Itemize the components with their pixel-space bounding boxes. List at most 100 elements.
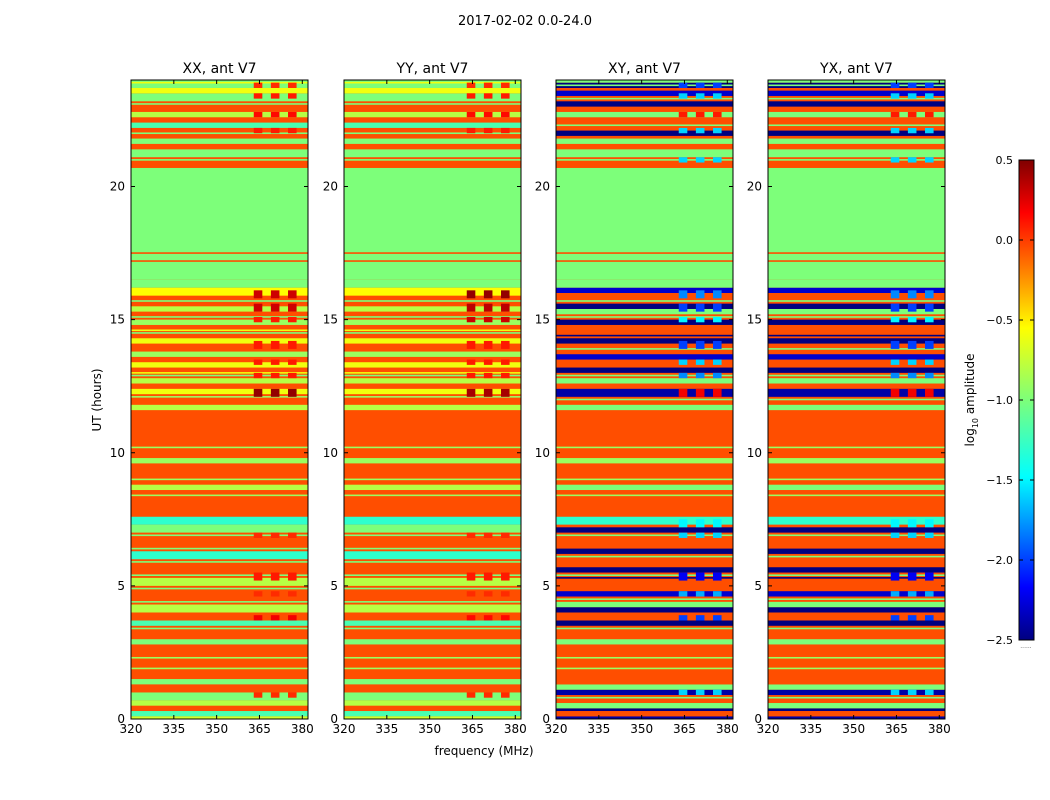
- heatmap-band: [344, 591, 521, 600]
- heatmap-line: [768, 499, 945, 502]
- heatmap-band: [768, 684, 945, 690]
- heatmap-band: [556, 367, 733, 373]
- heatmap-band: [344, 511, 521, 517]
- heatmap-band: [556, 287, 733, 293]
- rfi-cell: [713, 689, 722, 696]
- rfi-cell: [288, 615, 297, 621]
- rfi-cell: [270, 111, 280, 118]
- heatmap-band: [556, 615, 733, 621]
- heatmap-band: [131, 111, 308, 118]
- heatmap-line: [131, 672, 308, 675]
- rfi-cell: [253, 316, 263, 323]
- rfi-cell: [907, 290, 917, 299]
- heatmap-band: [131, 705, 308, 712]
- colorbar-tick-label: 0.0: [996, 234, 1014, 247]
- heatmap-line: [131, 132, 308, 135]
- rfi-cell: [501, 692, 510, 698]
- heatmap-line: [344, 627, 521, 630]
- panel-title: XY, ant V7: [608, 61, 681, 77]
- heatmap-band: [344, 138, 521, 144]
- heatmap-line: [344, 132, 521, 135]
- heatmap-band: [556, 167, 733, 280]
- rfi-cell: [483, 359, 493, 365]
- heatmap-line: [768, 435, 945, 438]
- rfi-cell: [890, 572, 900, 581]
- heatmap-line: [556, 478, 733, 481]
- rfi-cell: [925, 388, 934, 397]
- heatmap-line: [556, 627, 733, 630]
- heatmap-band: [344, 157, 521, 168]
- heatmap-band: [768, 101, 945, 107]
- rfi-cell: [890, 615, 900, 621]
- heatmap-line: [768, 300, 945, 302]
- heatmap-band: [768, 567, 945, 573]
- x-axis-label: frequency (MHz): [434, 744, 533, 758]
- heatmap-band: [556, 639, 733, 645]
- rfi-cell: [501, 82, 510, 88]
- rfi-cell: [253, 388, 263, 397]
- heatmap-line: [556, 119, 733, 121]
- rfi-cell: [466, 692, 476, 698]
- heatmap-band: [556, 319, 733, 325]
- heatmap-band: [131, 458, 308, 464]
- heatmap-band: [768, 689, 945, 696]
- rfi-cell: [483, 591, 493, 597]
- colorbar-tick-label: −1.5: [986, 474, 1013, 487]
- heatmap-band: [768, 143, 945, 150]
- heatmap-line: [131, 627, 308, 630]
- heatmap-band: [768, 458, 945, 464]
- y-tick-label: 5: [117, 579, 125, 593]
- heatmap-line: [131, 499, 308, 502]
- rfi-cell: [907, 303, 917, 312]
- rfi-cell: [890, 388, 900, 397]
- heatmap-line: [556, 672, 733, 675]
- rfi-cell: [695, 127, 705, 134]
- heatmap-band: [556, 711, 733, 717]
- rfi-cell: [288, 303, 297, 312]
- heatmap-line: [556, 577, 733, 579]
- heatmap-band: [768, 319, 945, 325]
- heatmap-band: [131, 644, 308, 650]
- rfi-cell: [678, 572, 688, 581]
- heatmap-line: [344, 470, 521, 473]
- heatmap-band: [131, 149, 308, 158]
- heatmap-line: [768, 656, 945, 659]
- heatmap-line: [768, 555, 945, 558]
- rfi-cell: [890, 111, 900, 118]
- rfi-cell: [270, 303, 280, 312]
- heatmap-line: [556, 555, 733, 558]
- rfi-cell: [695, 316, 705, 323]
- heatmap-line: [344, 103, 521, 105]
- y-tick-label: 15: [110, 313, 125, 327]
- heatmap-band: [556, 458, 733, 464]
- rfi-cell: [695, 303, 705, 312]
- heatmap-line: [344, 396, 521, 398]
- heatmap-line: [768, 398, 945, 401]
- heatmap-line: [344, 662, 521, 664]
- heatmap-band: [344, 537, 521, 546]
- heatmap-line: [768, 334, 945, 337]
- rfi-cell: [678, 519, 688, 528]
- rfi-cell: [501, 111, 510, 118]
- y-tick-label: 20: [323, 180, 338, 194]
- x-tick-label: 380: [928, 722, 951, 736]
- heatmap-band: [556, 149, 733, 158]
- rfi-cell: [695, 591, 705, 597]
- heatmap-line: [556, 446, 733, 449]
- rfi-cell: [288, 340, 297, 349]
- heatmap-band: [556, 516, 733, 525]
- rfi-cell: [890, 93, 900, 99]
- rfi-cell: [253, 127, 263, 134]
- rfi-cell: [695, 93, 705, 99]
- heatmap-band: [556, 580, 733, 586]
- heatmap-line: [131, 694, 308, 696]
- rfi-cell: [925, 532, 934, 538]
- rfi-cell: [695, 532, 705, 538]
- heatmap-line: [131, 435, 308, 438]
- rfi-cell: [907, 340, 917, 349]
- heatmap-line: [344, 300, 521, 302]
- rfi-cell: [501, 127, 510, 134]
- heatmap-line: [768, 260, 945, 262]
- rfi-cell: [890, 127, 900, 134]
- heatmap-band: [344, 524, 521, 533]
